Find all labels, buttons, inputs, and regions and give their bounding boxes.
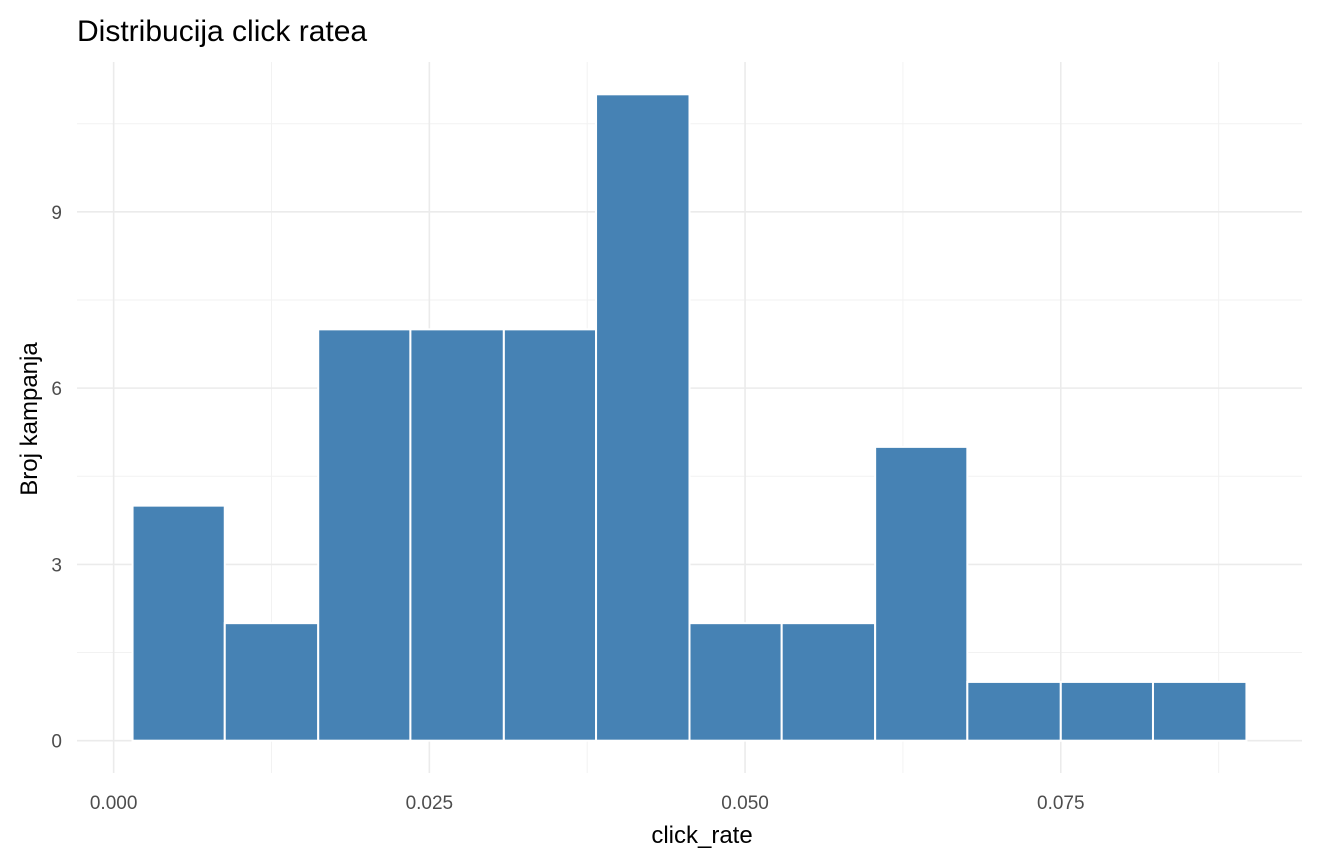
histogram-bar xyxy=(1059,680,1154,742)
y-tick-label: 0 xyxy=(51,732,62,753)
y-tick-label: 6 xyxy=(51,379,62,400)
histogram-bars xyxy=(131,93,1248,742)
histogram-bar xyxy=(966,680,1062,742)
histogram-bar xyxy=(688,622,783,742)
histogram-bar xyxy=(780,622,877,742)
histogram-bar xyxy=(502,328,598,742)
x-axis-tick-labels: 0.000 0.025 0.050 0.075 xyxy=(90,793,1085,814)
x-tick-label: 0.025 xyxy=(406,793,454,814)
histogram-bar xyxy=(595,93,691,742)
y-tick-label: 3 xyxy=(51,555,62,576)
histogram-bar xyxy=(131,504,226,742)
x-tick-label: 0.050 xyxy=(721,793,769,814)
y-axis-tick-labels: 0 3 6 9 xyxy=(51,203,62,753)
histogram-bar xyxy=(1151,680,1248,742)
histogram-bar xyxy=(223,622,320,742)
histogram-bar xyxy=(317,328,412,742)
y-axis-title: Broj kampanja xyxy=(16,342,43,496)
histogram-bar xyxy=(409,328,505,742)
chart-title: Distribucija click ratea xyxy=(77,15,367,48)
x-tick-label: 0.000 xyxy=(90,793,138,814)
x-tick-label: 0.075 xyxy=(1037,793,1085,814)
y-tick-label: 9 xyxy=(51,203,62,224)
x-axis-title: click_rate xyxy=(651,822,752,849)
histogram-bar xyxy=(874,445,969,742)
